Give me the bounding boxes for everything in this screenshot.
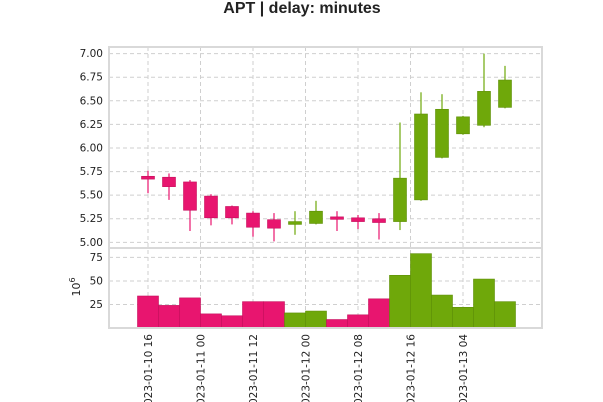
candle-body [162, 176, 176, 187]
price-tick-label: 6.00 [80, 142, 103, 154]
candle-body [267, 219, 281, 229]
candle-body [183, 181, 197, 211]
volume-bar [221, 315, 243, 329]
x-tick-label: 023-01-12 00 [301, 334, 313, 402]
candle-body [372, 218, 386, 223]
volume-tick-label: 50 [90, 275, 103, 287]
candle-body [414, 113, 428, 201]
volume-bar [452, 306, 474, 329]
price-tick-label: 5.25 [80, 213, 103, 225]
volume-bar [158, 305, 180, 329]
volume-bar [263, 301, 285, 329]
candle-body [309, 210, 323, 224]
price-axis-ticks: 5.00 5.25 5.50 5.75 6.00 6.25 6.50 6.75 7.00 [80, 48, 103, 249]
candle-body [246, 212, 260, 228]
price-tick-label: 6.25 [80, 119, 103, 131]
volume-bar [368, 298, 390, 329]
volume-panel-frame [108, 247, 543, 329]
candle-body [477, 91, 491, 126]
x-tick-label: 023-01-13 04 [458, 334, 470, 402]
price-tick-label: 5.00 [80, 237, 103, 249]
volume-bar [137, 295, 159, 329]
price-tick-label: 6.50 [80, 95, 103, 107]
candle-body [498, 79, 512, 108]
price-tick-label: 7.00 [80, 48, 103, 60]
volume-bar [494, 301, 516, 329]
volume-bar [284, 312, 306, 329]
volume-bar [200, 313, 222, 329]
volume-bar [473, 278, 495, 329]
volume-bar [326, 319, 348, 329]
candle-body [288, 221, 302, 225]
x-tick-label: 023-01-12 16 [406, 334, 418, 402]
volume-axis-ticks: 25 50 75 [90, 252, 103, 311]
candle-body [393, 177, 407, 222]
volume-bar [389, 274, 411, 329]
candle-body [141, 175, 155, 180]
candle-body [330, 216, 344, 220]
volume-bars [137, 253, 516, 329]
candle-body [204, 195, 218, 219]
volume-bar [410, 253, 432, 329]
volume-tick-label: 75 [90, 252, 103, 264]
price-tick-label: 5.75 [80, 166, 103, 178]
volume-tick-label: 25 [90, 299, 103, 311]
volume-bar [347, 314, 369, 329]
x-tick-label: 023-01-12 08 [353, 334, 365, 402]
candle-body [225, 206, 239, 219]
volume-axis-label: 106 [68, 277, 83, 296]
candles [141, 53, 512, 242]
price-tick-label: 5.50 [80, 190, 103, 202]
volume-bar [242, 301, 264, 329]
chart-title: APT | delay: minutes [223, 0, 381, 17]
price-grid [109, 53, 542, 243]
candle-body [435, 108, 449, 158]
x-axis-ticks: 023-01-10 16 023-01-11 00 023-01-11 12 023-… [143, 334, 470, 402]
candle-body [456, 116, 470, 135]
price-tick-label: 6.75 [80, 72, 103, 84]
volume-bar [305, 310, 327, 329]
candle-body [351, 217, 365, 222]
x-tick-label: 023-01-11 00 [196, 334, 208, 402]
volume-bar [431, 294, 453, 329]
x-tick-label: 023-01-10 16 [143, 334, 155, 402]
volume-bar [179, 297, 201, 329]
x-tick-label: 023-01-11 12 [248, 334, 260, 402]
